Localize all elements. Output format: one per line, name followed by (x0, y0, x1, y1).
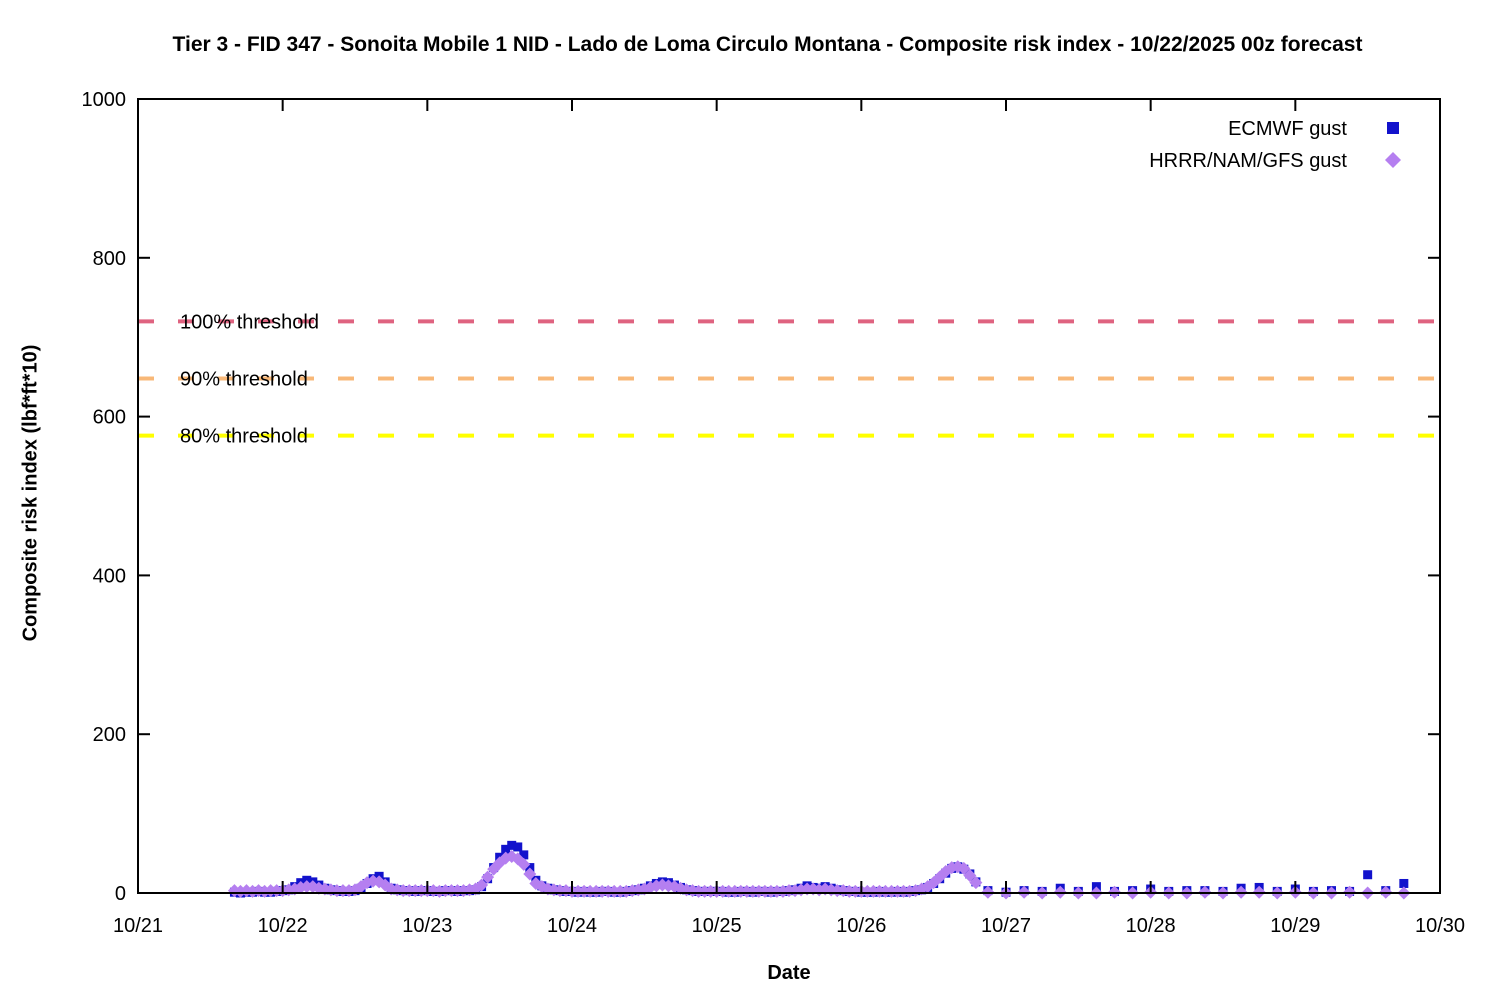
x-axis-label: Date (767, 962, 811, 984)
plot-border (137, 98, 1441, 894)
data-point (517, 857, 531, 871)
x-tick-label: 10/24 (547, 915, 597, 937)
series-markers-1 (227, 849, 1411, 900)
threshold-label: 100% threshold (180, 311, 319, 333)
y-tick-label: 600 (93, 407, 126, 429)
legend-label: HRRR/NAM/GFS gust (1149, 150, 1347, 172)
data-point (513, 842, 523, 852)
legend: ECMWF gust HRRR/NAM/GFS gust (1149, 118, 1401, 172)
data-point (963, 869, 977, 883)
data-point (475, 878, 489, 892)
threshold-lines: 100% threshold 90% threshold 80% threshold (138, 311, 1440, 448)
x-tick-label: 10/22 (258, 915, 308, 937)
legend-marker-diamond (1385, 152, 1401, 168)
data-point (481, 870, 495, 884)
legend-label: ECMWF gust (1228, 118, 1347, 140)
x-tick-label: 10/23 (402, 915, 452, 937)
data-point (519, 850, 529, 860)
x-tick-label: 10/27 (981, 915, 1031, 937)
y-tick-label: 800 (93, 248, 126, 270)
x-tick-label: 10/21 (113, 915, 163, 937)
x-tick-label: 10/29 (1270, 915, 1320, 937)
x-tick-label: 10/26 (836, 915, 886, 937)
legend-marker-square (1387, 122, 1399, 134)
axis-tick-labels: 10/21 10/22 10/23 10/24 10/25 10/26 10/27 10/28… (82, 89, 1466, 937)
chart-title: Tier 3 - FID 347 - Sonoita Mobile 1 NID … (172, 33, 1363, 56)
x-tick-label: 10/25 (692, 915, 742, 937)
data-point (507, 840, 517, 850)
data-point (969, 876, 983, 890)
data-point (523, 867, 537, 881)
x-tick-label: 10/28 (1126, 915, 1176, 937)
data-point (1363, 870, 1373, 880)
x-tick-label: 10/30 (1415, 915, 1465, 937)
threshold-label: 90% threshold (180, 368, 308, 390)
data-point (957, 861, 971, 875)
data-point (246, 884, 260, 898)
axis-ticks (137, 98, 1441, 894)
data-point (501, 844, 511, 854)
y-tick-label: 200 (93, 724, 126, 746)
data-point (1399, 878, 1409, 888)
y-tick-label: 1000 (82, 89, 127, 111)
y-tick-label: 400 (93, 565, 126, 587)
data-point (505, 849, 519, 863)
y-tick-label: 0 (115, 883, 126, 905)
threshold-label: 80% threshold (180, 426, 308, 448)
